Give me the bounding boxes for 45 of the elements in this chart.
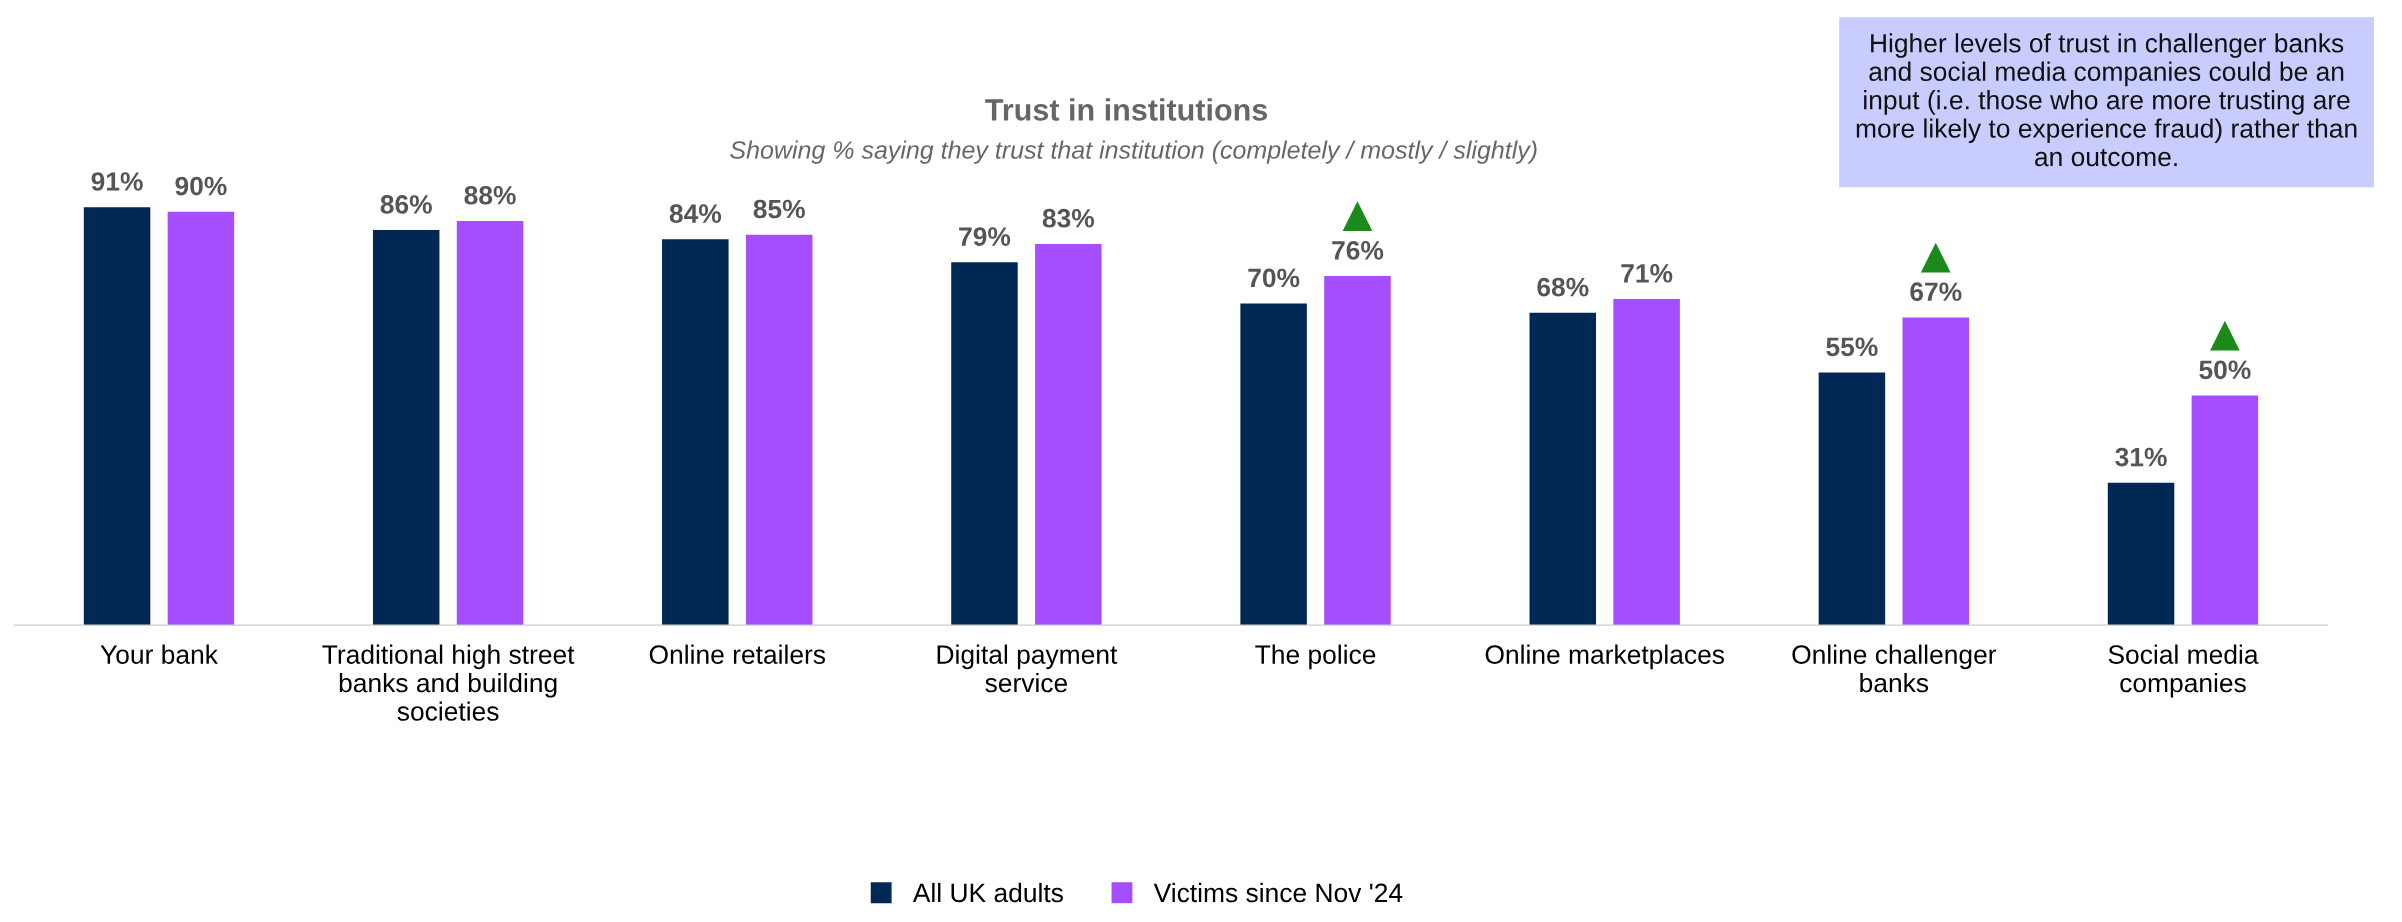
bar	[2191, 395, 2259, 626]
chart-title: Trust in institutions	[985, 98, 1268, 121]
data-label: 79%	[959, 227, 1011, 246]
bar	[2107, 482, 2175, 626]
data-label: 83%	[1042, 208, 1095, 228]
data-label: 71%	[1621, 264, 1673, 283]
bar	[456, 220, 524, 626]
bar	[662, 239, 729, 626]
bar	[1240, 303, 1307, 626]
data-label: 91%	[91, 172, 143, 191]
bar	[1035, 243, 1102, 626]
data-label: 68%	[1537, 277, 1589, 297]
bar	[1324, 276, 1391, 626]
bar	[167, 211, 235, 626]
legend-label: All UK adults	[912, 882, 1063, 903]
text: ▲ 50%	[2199, 320, 2251, 380]
bar	[951, 262, 1018, 626]
text: Higher levels of trust in challenger banks and social media companies could be an input (i.e. those who are more trusting are more likely to experience fraud) rather than an outcome.	[1856, 33, 2357, 167]
x-tick-label: Online challenger banks	[1792, 644, 1997, 693]
bar	[745, 234, 813, 626]
bar	[372, 230, 440, 626]
x-tick-label: The police	[1255, 644, 1376, 670]
data-label: 90%	[175, 176, 227, 196]
data-label: 84%	[669, 204, 722, 223]
chart-subtitle: Showing % saying they trust that institution (completely / mostly / slightly)	[730, 140, 1537, 164]
x-tick-label: Traditional high street banks and building societies	[322, 644, 575, 721]
data-label: 88%	[464, 185, 516, 205]
bar	[1529, 312, 1597, 626]
data-label: 86%	[380, 195, 432, 214]
x-tick-label: Social media companies	[2108, 644, 2259, 698]
text: ▲ 76%	[1332, 201, 1384, 260]
bar	[83, 207, 151, 626]
data-label: 31%	[2115, 447, 2167, 467]
bar	[1902, 317, 1969, 626]
data-label: 85%	[753, 199, 805, 219]
data-label: 55%	[1826, 337, 1878, 357]
x-tick-label: Digital payment service	[937, 644, 1118, 693]
x-tick-label: Your bank	[100, 644, 218, 664]
bar	[1613, 299, 1680, 626]
x-tick-label: Online marketplaces	[1485, 644, 1725, 670]
x-tick-label: Online retailers	[649, 644, 826, 664]
bar	[1818, 372, 1886, 626]
data-label: 70%	[1248, 268, 1300, 288]
text: ▲ 67%	[1910, 242, 1962, 302]
legend-label: Victims since Nov '24	[1153, 882, 1403, 903]
